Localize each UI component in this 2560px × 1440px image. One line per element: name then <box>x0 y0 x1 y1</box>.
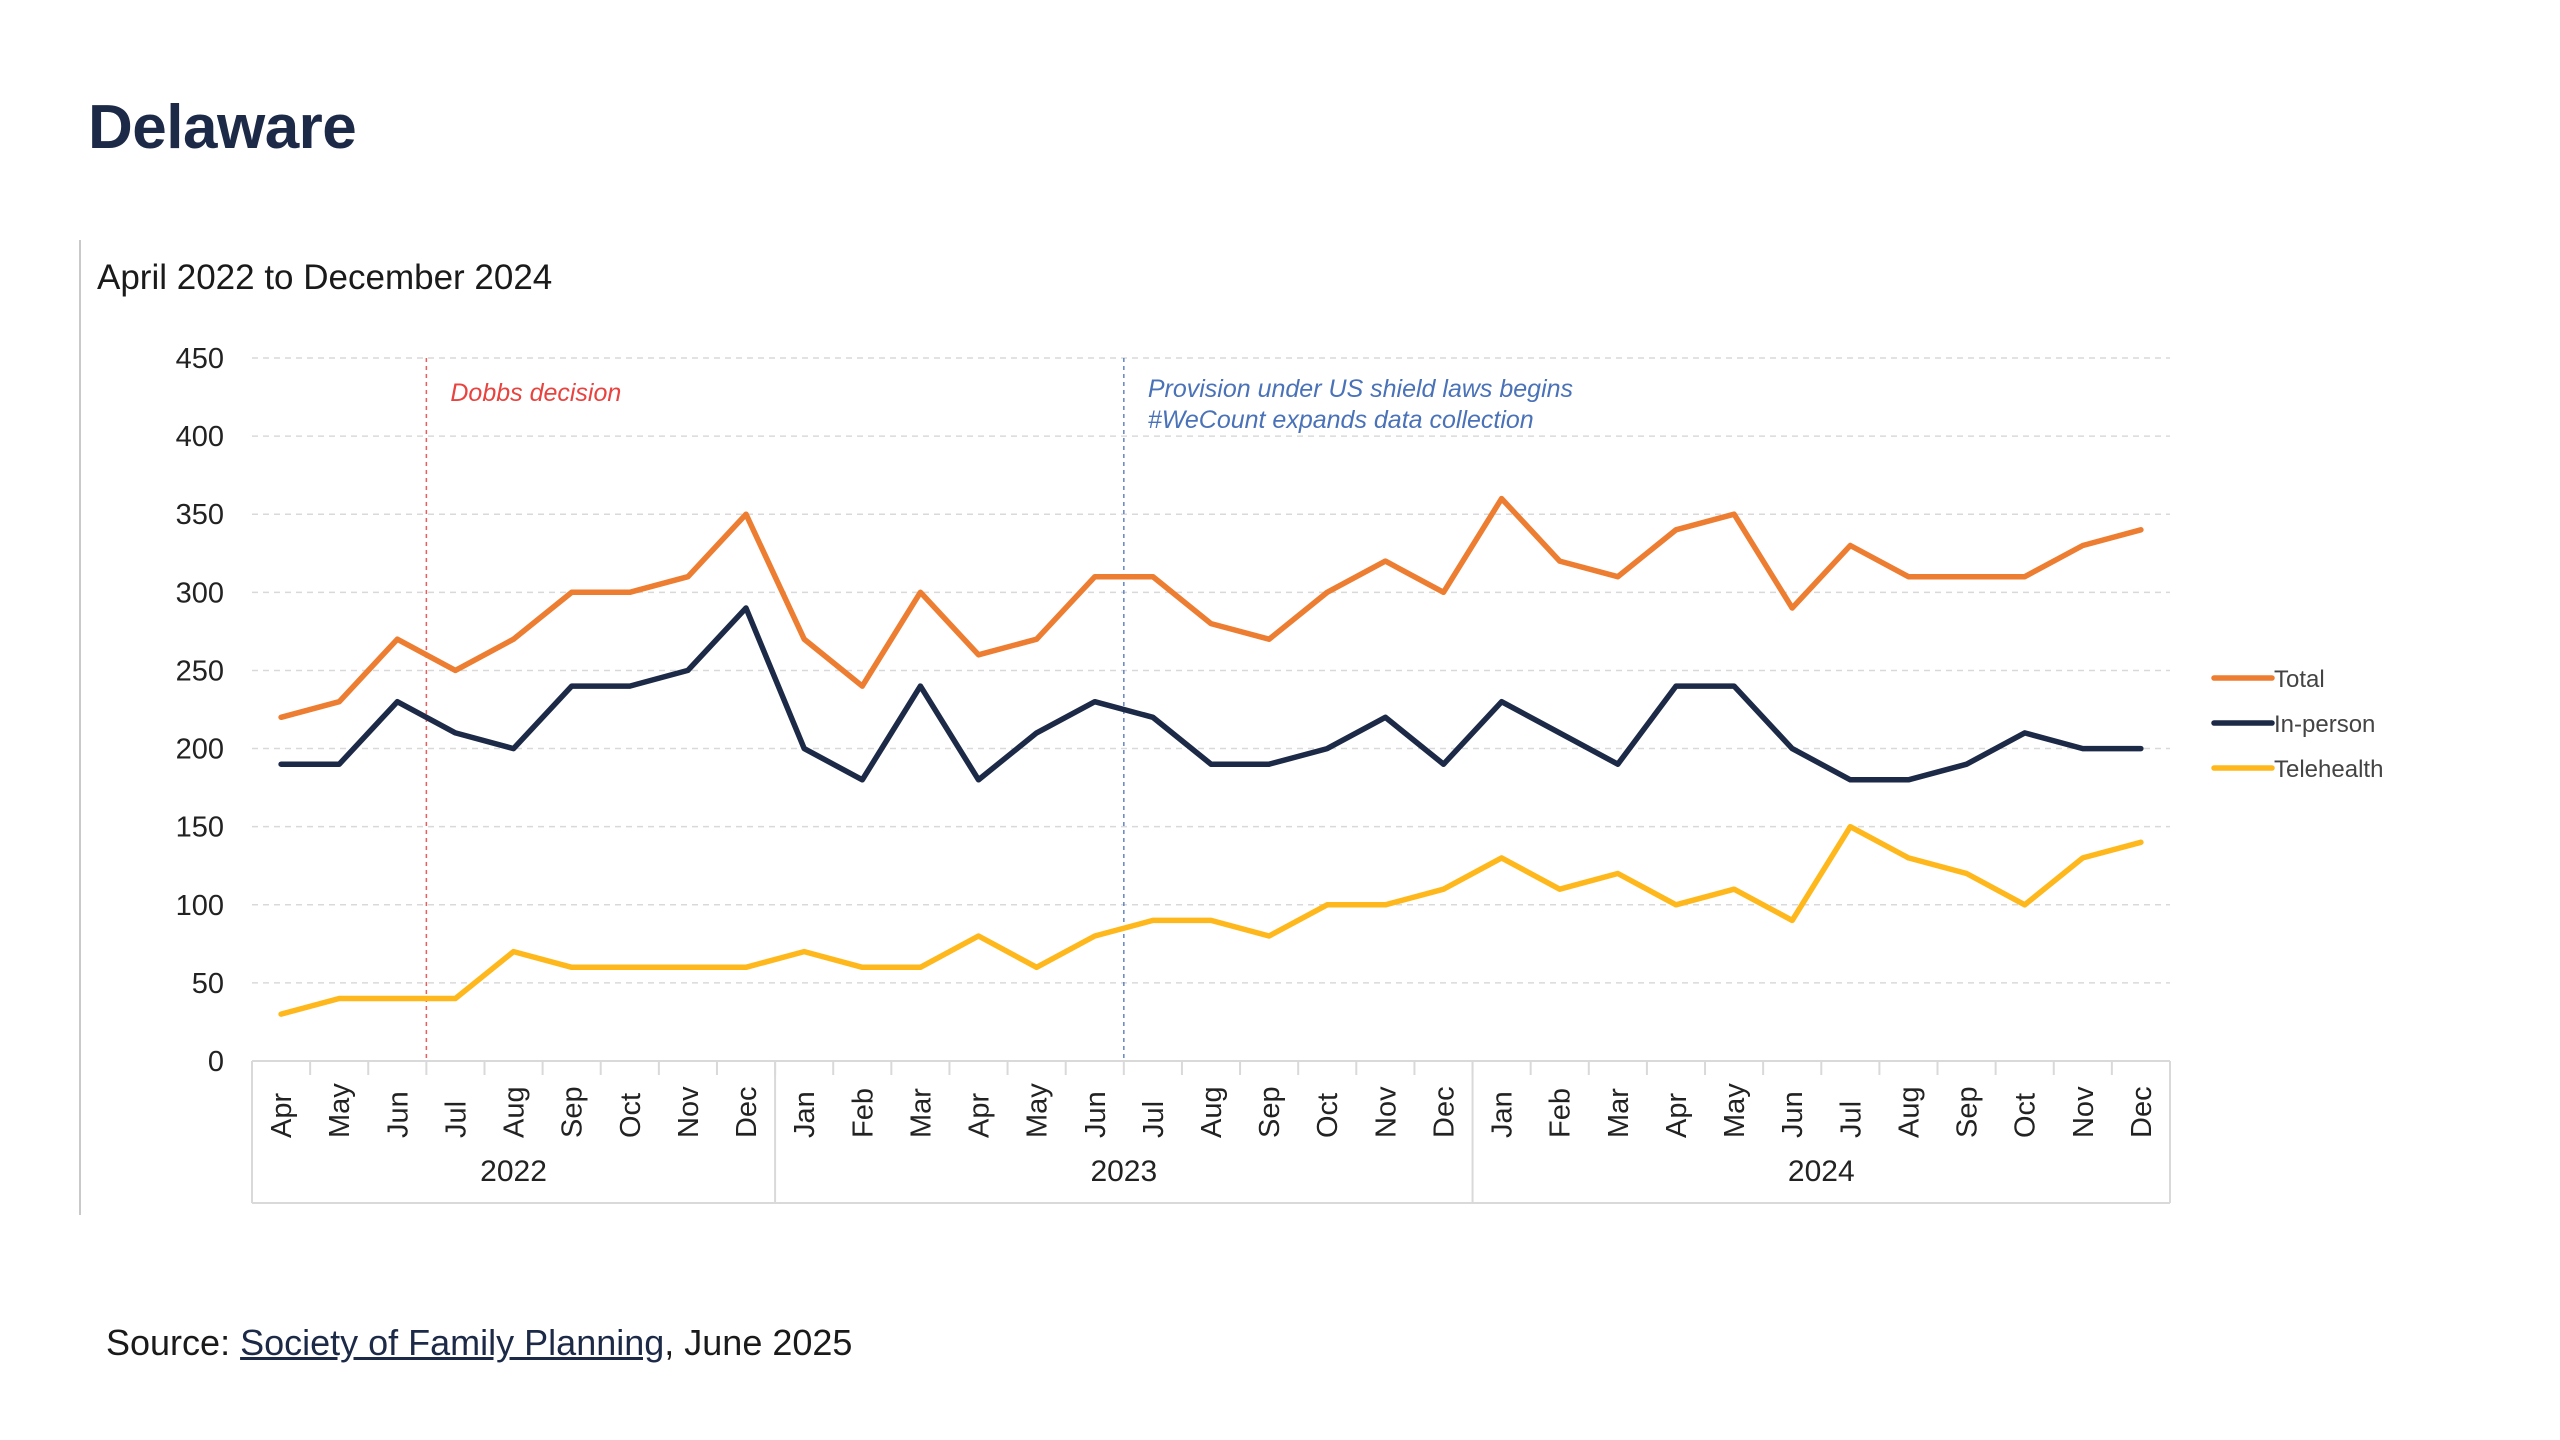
x-tick-label-28: Aug <box>1893 1086 1925 1138</box>
y-tick-label-300: 300 <box>176 577 224 609</box>
chart-subtitle: April 2022 to December 2024 <box>97 258 553 297</box>
x-tick-label-23: Mar <box>1603 1088 1635 1138</box>
x-tick-label-15: Jul <box>1138 1101 1170 1138</box>
x-tick-label-21: Jan <box>1487 1091 1519 1138</box>
source-line: Source: Society of Family Planning, June… <box>106 1322 852 1364</box>
chart-frame-divider <box>79 240 81 1215</box>
series-line-total <box>278 495 2144 721</box>
x-tick-label-19: Nov <box>1370 1086 1402 1138</box>
x-tick-label-25: May <box>1719 1083 1751 1138</box>
y-tick-label-250: 250 <box>176 655 224 687</box>
x-tick-label-9: Jan <box>789 1091 821 1138</box>
x-tick-label-20: Dec <box>1428 1086 1460 1138</box>
line-chart: 0 50 100 150 200 250 300 350 400 450 Apr May Jun Jul A… <box>176 343 2383 1204</box>
legend-label-2: Telehealth <box>2274 756 2383 783</box>
annotation-text-1-0: Provision under US shield laws begins <box>1148 375 1573 403</box>
y-tick-label-350: 350 <box>176 499 224 531</box>
source-link[interactable]: Society of Family Planning <box>240 1322 665 1363</box>
x-tick-label-18: Oct <box>1312 1093 1344 1138</box>
x-tick-label-6: Oct <box>615 1093 647 1138</box>
year-label-2023: 2023 <box>1090 1155 1157 1188</box>
y-tick-label-450: 450 <box>176 343 224 375</box>
x-tick-label-8: Dec <box>731 1086 763 1138</box>
y-tick-label-100: 100 <box>176 890 224 922</box>
annotation-text-0-0: Dobbs decision <box>450 379 621 407</box>
y-tick-label-150: 150 <box>176 812 224 844</box>
series-line-in-person <box>278 605 2144 783</box>
x-tick-label-2: Jun <box>382 1091 414 1138</box>
y-tick-label-50: 50 <box>192 968 224 1000</box>
x-tick-label-24: Apr <box>1661 1093 1693 1138</box>
x-tick-label-16: Aug <box>1196 1086 1228 1138</box>
x-tick-label-3: Jul <box>440 1101 472 1138</box>
x-tick-label-10: Feb <box>847 1088 879 1138</box>
x-tick-label-26: Jun <box>1777 1091 1809 1138</box>
y-tick-label-400: 400 <box>176 421 224 453</box>
legend-label-0: Total <box>2274 666 2325 693</box>
x-tick-label-32: Dec <box>2126 1086 2158 1138</box>
x-tick-label-1: May <box>324 1083 356 1138</box>
annotation-text-1-1: #WeCount expands data collection <box>1148 406 1534 434</box>
year-label-2022: 2022 <box>480 1155 547 1188</box>
x-tick-label-0: Apr <box>266 1093 298 1138</box>
page-title: Delaware <box>88 93 357 162</box>
x-tick-label-29: Sep <box>1952 1086 1984 1138</box>
year-label-2024: 2024 <box>1788 1155 1855 1188</box>
x-tick-label-17: Sep <box>1254 1086 1286 1138</box>
y-tick-label-0: 0 <box>208 1046 224 1078</box>
x-tick-label-4: Aug <box>499 1086 531 1138</box>
y-tick-label-200: 200 <box>176 734 224 766</box>
x-tick-label-11: Mar <box>905 1088 937 1138</box>
x-tick-label-22: Feb <box>1545 1088 1577 1138</box>
legend-label-1: In-person <box>2274 711 2375 738</box>
source-suffix: , June 2025 <box>664 1322 853 1363</box>
series-line-telehealth <box>278 823 2144 1017</box>
x-tick-label-14: Jun <box>1080 1091 1112 1138</box>
x-tick-label-12: Apr <box>964 1093 996 1138</box>
x-tick-label-27: Jul <box>1835 1101 1867 1138</box>
x-tick-label-7: Nov <box>673 1086 705 1138</box>
x-tick-label-31: Nov <box>2068 1086 2100 1138</box>
x-tick-label-5: Sep <box>557 1086 589 1138</box>
x-tick-label-13: May <box>1022 1083 1054 1138</box>
source-prefix: Source: <box>106 1322 241 1363</box>
x-tick-label-30: Oct <box>2010 1093 2042 1138</box>
